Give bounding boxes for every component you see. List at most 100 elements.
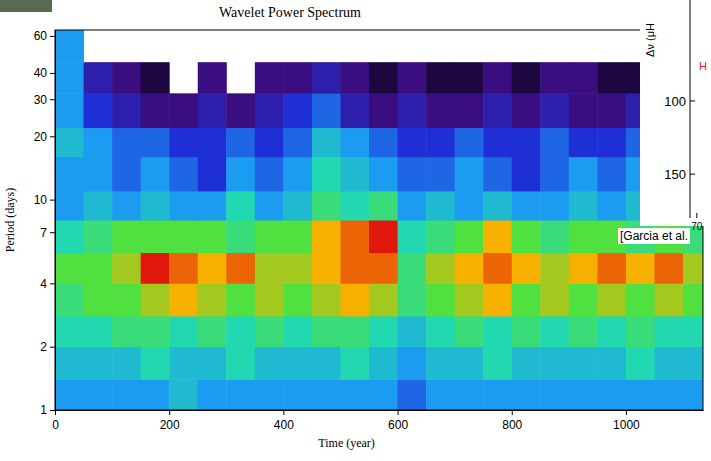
- cell: [540, 379, 569, 410]
- y-tick-mark: [50, 136, 55, 137]
- cell: [654, 283, 683, 316]
- cell: [569, 253, 598, 284]
- cell: [569, 93, 598, 128]
- cell: [198, 93, 227, 128]
- cell: [312, 157, 341, 192]
- cell: [426, 283, 455, 316]
- cell: [455, 253, 484, 284]
- cell: [569, 316, 598, 347]
- cell: [84, 220, 113, 253]
- cell: [369, 283, 398, 316]
- cell: [483, 191, 512, 221]
- cell: [597, 379, 626, 410]
- cell: [283, 191, 312, 221]
- y-tick-mark: [50, 36, 55, 37]
- y-tick: 60: [34, 29, 55, 43]
- cell: [569, 220, 598, 253]
- cell: [512, 62, 541, 94]
- y-tick-label: 2: [40, 340, 47, 354]
- cell: [540, 220, 569, 253]
- cell: [597, 62, 626, 94]
- cell: [226, 157, 255, 192]
- cell: [112, 283, 141, 316]
- cell: [597, 316, 626, 347]
- cell: [255, 220, 284, 253]
- x-tick-label: 200: [160, 418, 180, 432]
- cell: [369, 93, 398, 128]
- y-tick-label: 7: [40, 226, 47, 240]
- cell: [597, 191, 626, 221]
- cell: [169, 283, 198, 316]
- y-tick-label: 20: [34, 130, 48, 144]
- cell: [597, 157, 626, 192]
- cell: [226, 128, 255, 158]
- cell: [512, 157, 541, 192]
- cell: [540, 157, 569, 192]
- y-tick-label: 10: [34, 193, 48, 207]
- cell: [55, 191, 84, 221]
- cell: [540, 62, 569, 94]
- x-tick-mark: [55, 410, 56, 415]
- cell: [569, 62, 598, 94]
- y-tick-mark: [50, 283, 55, 284]
- cell: [340, 253, 369, 284]
- cell: [483, 128, 512, 158]
- heatmap: [55, 30, 703, 410]
- x-tick: 400: [274, 410, 294, 432]
- cell: [55, 62, 84, 94]
- y-tick: 1: [40, 403, 55, 417]
- x-tick: 800: [502, 410, 522, 432]
- cell: [426, 316, 455, 347]
- cell: [340, 191, 369, 221]
- cell: [84, 191, 113, 221]
- cell: [426, 253, 455, 284]
- cell: [84, 347, 113, 380]
- cell: [426, 347, 455, 380]
- cell: [683, 283, 703, 316]
- cell: [198, 347, 227, 380]
- cell: [626, 316, 655, 347]
- inset-y-tick: [690, 100, 695, 101]
- cell: [540, 128, 569, 158]
- y-axis-line: [55, 31, 56, 411]
- x-tick-mark: [398, 410, 399, 415]
- cell: [141, 316, 170, 347]
- cell: [169, 253, 198, 284]
- cell: [398, 128, 427, 158]
- inset-axis-line: [690, 0, 691, 218]
- x-tick: 600: [388, 410, 408, 432]
- cell: [226, 347, 255, 380]
- cell: [483, 379, 512, 410]
- cell: [141, 347, 170, 380]
- cell: [198, 283, 227, 316]
- inset-y-tick-label: 150: [664, 167, 686, 182]
- cell: [55, 316, 84, 347]
- cell: [169, 220, 198, 253]
- cell: [283, 253, 312, 284]
- cell: [597, 283, 626, 316]
- cell: [255, 347, 284, 380]
- cell: [512, 316, 541, 347]
- cell: [369, 157, 398, 192]
- cell: [369, 220, 398, 253]
- x-tick-label: 400: [274, 418, 294, 432]
- cell: [84, 316, 113, 347]
- cell: [654, 379, 683, 410]
- x-tick: 0: [52, 410, 59, 432]
- cell: [455, 128, 484, 158]
- cell: [340, 93, 369, 128]
- cell: [283, 283, 312, 316]
- y-tick: 7: [40, 226, 55, 240]
- cell: [198, 253, 227, 284]
- cell: [112, 316, 141, 347]
- chart: 0200400600800100012471020304060Wavelet P…: [0, 0, 711, 461]
- cell: [483, 62, 512, 94]
- x-tick-mark: [283, 410, 284, 415]
- cell: [84, 253, 113, 284]
- cell: [283, 316, 312, 347]
- cell: [312, 62, 341, 94]
- cell: [398, 93, 427, 128]
- cell: [55, 379, 84, 410]
- cell: [369, 347, 398, 380]
- cell: [141, 128, 170, 158]
